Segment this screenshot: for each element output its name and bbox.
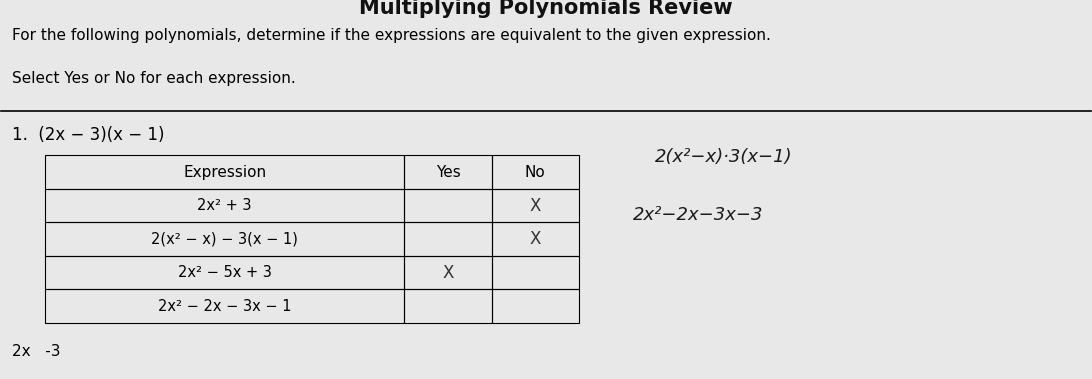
Text: X: X xyxy=(442,264,453,282)
Bar xyxy=(491,290,579,323)
Text: No: No xyxy=(525,164,546,180)
Text: 2x² − 5x + 3: 2x² − 5x + 3 xyxy=(178,265,272,280)
Text: 2x² + 3: 2x² + 3 xyxy=(198,198,252,213)
Bar xyxy=(45,189,404,222)
Text: Yes: Yes xyxy=(436,164,461,180)
Text: Expression: Expression xyxy=(183,164,266,180)
Text: 2x² − 2x − 3x − 1: 2x² − 2x − 3x − 1 xyxy=(158,299,292,314)
Bar xyxy=(491,222,579,256)
Text: X: X xyxy=(530,230,541,248)
Bar xyxy=(491,189,579,222)
Text: Select Yes or No for each expression.: Select Yes or No for each expression. xyxy=(12,71,296,86)
Bar xyxy=(45,290,404,323)
Bar xyxy=(404,189,491,222)
Text: 1.  (2x − 3)(x − 1): 1. (2x − 3)(x − 1) xyxy=(12,126,165,144)
Text: 2(x² − x) − 3(x − 1): 2(x² − x) − 3(x − 1) xyxy=(151,232,298,247)
Text: X: X xyxy=(530,197,541,215)
Text: For the following polynomials, determine if the expressions are equivalent to th: For the following polynomials, determine… xyxy=(12,28,771,43)
Bar xyxy=(404,155,491,189)
Bar xyxy=(491,155,579,189)
Bar xyxy=(45,222,404,256)
Bar xyxy=(45,155,404,189)
Bar xyxy=(491,256,579,290)
Bar xyxy=(45,256,404,290)
Bar xyxy=(404,222,491,256)
Text: 2x²−2x−3x−3: 2x²−2x−3x−3 xyxy=(633,206,763,224)
Text: 2x   -3: 2x -3 xyxy=(12,345,61,359)
Bar xyxy=(404,256,491,290)
Bar xyxy=(404,290,491,323)
Text: 2(x²−x)·3(x−1): 2(x²−x)·3(x−1) xyxy=(655,148,793,166)
Text: Multiplying Polynomials Review: Multiplying Polynomials Review xyxy=(359,0,733,19)
